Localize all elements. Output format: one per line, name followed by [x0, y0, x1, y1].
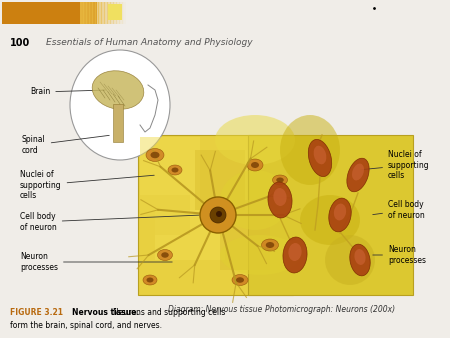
Bar — [108, 2, 111, 24]
Ellipse shape — [261, 239, 279, 251]
Circle shape — [200, 197, 236, 233]
Ellipse shape — [268, 182, 292, 218]
Bar — [103, 2, 104, 24]
Bar — [121, 2, 122, 24]
Bar — [112, 2, 113, 24]
Bar — [104, 2, 106, 24]
Bar — [85, 2, 86, 24]
Ellipse shape — [236, 277, 244, 283]
Ellipse shape — [251, 162, 259, 168]
Text: Photomicrograph: Neurons (200x): Photomicrograph: Neurons (200x) — [266, 305, 396, 314]
Bar — [86, 2, 88, 24]
Ellipse shape — [283, 237, 307, 273]
Ellipse shape — [329, 198, 351, 232]
Bar — [99, 2, 102, 24]
Bar — [110, 2, 112, 24]
Bar — [105, 2, 108, 24]
Bar — [123, 2, 126, 24]
Ellipse shape — [334, 203, 346, 220]
Ellipse shape — [171, 168, 179, 172]
Bar — [101, 2, 103, 24]
Bar — [140, 137, 200, 217]
Bar — [248, 135, 413, 295]
Ellipse shape — [161, 252, 169, 258]
Text: Essentials of Human Anatomy and Physiology: Essentials of Human Anatomy and Physiolo… — [46, 38, 252, 47]
Bar — [94, 2, 95, 24]
Ellipse shape — [300, 195, 360, 245]
Text: form the brain, spinal cord, and nerves.: form the brain, spinal cord, and nerves. — [10, 321, 162, 330]
Ellipse shape — [266, 242, 274, 248]
Ellipse shape — [168, 165, 182, 175]
Ellipse shape — [150, 152, 159, 158]
Ellipse shape — [288, 243, 302, 261]
Bar — [90, 2, 93, 24]
Bar — [195, 150, 245, 210]
Ellipse shape — [325, 235, 375, 285]
Bar — [122, 2, 124, 24]
Text: Cell body
of neuron: Cell body of neuron — [20, 212, 199, 232]
Bar — [96, 2, 99, 24]
Circle shape — [210, 207, 226, 223]
Ellipse shape — [70, 50, 170, 160]
Ellipse shape — [276, 177, 284, 183]
Ellipse shape — [280, 115, 340, 185]
Ellipse shape — [247, 159, 263, 171]
Bar — [92, 2, 94, 24]
Text: Diagram: Nervous tissue: Diagram: Nervous tissue — [168, 305, 263, 314]
Ellipse shape — [350, 244, 370, 276]
Text: Neuron
processes: Neuron processes — [20, 252, 172, 272]
Bar — [220, 200, 270, 270]
Bar — [83, 2, 85, 24]
Bar — [138, 135, 293, 295]
Ellipse shape — [92, 71, 144, 109]
Text: Brain: Brain — [30, 88, 105, 97]
Text: FIGURE 3.21: FIGURE 3.21 — [10, 308, 63, 317]
Bar — [80, 2, 82, 24]
Ellipse shape — [273, 175, 288, 185]
Ellipse shape — [314, 146, 326, 164]
Ellipse shape — [158, 249, 172, 261]
Bar — [108, 4, 122, 20]
Bar — [140, 195, 190, 235]
Text: Spinal
cord: Spinal cord — [22, 135, 109, 155]
Ellipse shape — [308, 140, 332, 176]
Ellipse shape — [232, 274, 248, 286]
Bar — [95, 2, 97, 24]
Ellipse shape — [347, 158, 369, 192]
Bar — [119, 2, 121, 24]
Text: Neurons and supporting cells: Neurons and supporting cells — [113, 308, 225, 317]
Ellipse shape — [220, 170, 290, 230]
Bar — [113, 104, 123, 142]
Ellipse shape — [147, 277, 153, 283]
Ellipse shape — [274, 188, 287, 206]
Bar — [114, 2, 117, 24]
Bar — [2, 2, 97, 24]
Text: Nervous tissue.: Nervous tissue. — [72, 308, 140, 317]
Bar — [155, 210, 225, 260]
Bar — [113, 2, 115, 24]
Ellipse shape — [352, 164, 364, 180]
Bar — [98, 2, 100, 24]
Bar — [117, 2, 120, 24]
Bar — [116, 2, 118, 24]
Ellipse shape — [355, 249, 365, 265]
Text: Neuron
processes: Neuron processes — [373, 245, 426, 265]
Ellipse shape — [143, 275, 157, 285]
Ellipse shape — [220, 235, 300, 275]
Text: Nuclei of
supporting
cells: Nuclei of supporting cells — [361, 150, 430, 180]
Bar — [87, 2, 90, 24]
Ellipse shape — [215, 115, 295, 165]
Text: Nuclei of
supporting
cells: Nuclei of supporting cells — [20, 170, 154, 200]
Ellipse shape — [146, 148, 164, 162]
Bar — [89, 2, 91, 24]
Text: 100: 100 — [10, 38, 30, 48]
Circle shape — [216, 211, 222, 217]
Text: Cell body
of neuron: Cell body of neuron — [373, 200, 425, 220]
Bar — [107, 2, 109, 24]
Bar — [81, 2, 84, 24]
